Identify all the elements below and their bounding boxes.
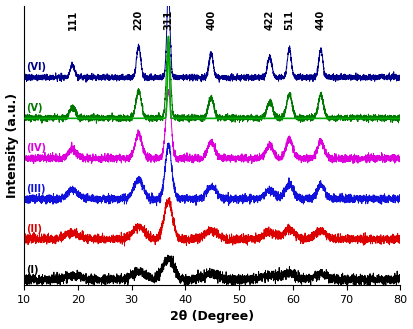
Text: 220: 220	[133, 10, 144, 30]
Text: (V): (V)	[26, 103, 43, 113]
Text: (II): (II)	[26, 224, 42, 234]
Text: (I): (I)	[26, 265, 39, 275]
Text: (IV): (IV)	[26, 143, 46, 153]
Text: 400: 400	[206, 10, 216, 30]
Text: 111: 111	[67, 10, 78, 30]
Text: (III): (III)	[26, 184, 46, 193]
Text: 422: 422	[265, 10, 275, 30]
Text: 440: 440	[316, 10, 326, 30]
Y-axis label: Intensity (a.u.): Intensity (a.u.)	[5, 93, 19, 198]
Text: 511: 511	[285, 10, 294, 30]
X-axis label: 2θ (Degree): 2θ (Degree)	[170, 311, 254, 323]
Text: (VI): (VI)	[26, 62, 46, 72]
Text: 311: 311	[164, 10, 173, 30]
